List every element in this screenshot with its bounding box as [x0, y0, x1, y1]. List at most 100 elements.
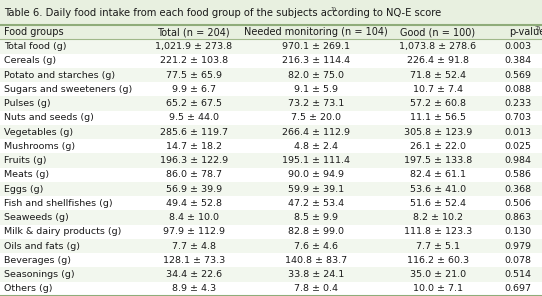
Text: 71.8 ± 52.4: 71.8 ± 52.4	[410, 70, 466, 80]
Bar	[0, 0, 542, 25]
Text: 8.5 ± 9.9: 8.5 ± 9.9	[294, 213, 338, 222]
Text: 53.6 ± 41.0: 53.6 ± 41.0	[410, 185, 466, 194]
Bar	[0, 239, 542, 253]
Text: 10.7 ± 7.4: 10.7 ± 7.4	[412, 85, 463, 94]
Text: 8.4 ± 10.0: 8.4 ± 10.0	[169, 213, 219, 222]
Bar	[0, 153, 542, 168]
Bar	[0, 96, 542, 111]
Text: 111.8 ± 123.3: 111.8 ± 123.3	[404, 227, 472, 236]
Bar	[0, 139, 542, 153]
Text: 196.3 ± 122.9: 196.3 ± 122.9	[160, 156, 228, 165]
Bar	[0, 125, 542, 139]
Text: 7.5 ± 20.0: 7.5 ± 20.0	[291, 113, 341, 122]
Text: 221.2 ± 103.8: 221.2 ± 103.8	[160, 56, 228, 65]
Text: 1,021.9 ± 273.8: 1,021.9 ± 273.8	[155, 42, 233, 51]
Text: Seaweeds (g): Seaweeds (g)	[4, 213, 68, 222]
Bar	[0, 82, 542, 96]
Text: Food groups: Food groups	[4, 27, 63, 37]
Text: 0.025: 0.025	[504, 142, 531, 151]
Text: 0.003: 0.003	[504, 42, 531, 51]
Text: 266.4 ± 112.9: 266.4 ± 112.9	[282, 128, 350, 136]
Text: Eggs (g): Eggs (g)	[4, 185, 43, 194]
Text: Cereals (g): Cereals (g)	[4, 56, 56, 65]
Text: 9.5 ± 44.0: 9.5 ± 44.0	[169, 113, 219, 122]
Text: 34.4 ± 22.6: 34.4 ± 22.6	[166, 270, 222, 279]
Text: 14.7 ± 18.2: 14.7 ± 18.2	[166, 142, 222, 151]
Text: 7.7 ± 5.1: 7.7 ± 5.1	[416, 242, 460, 251]
Bar	[0, 39, 542, 54]
Text: 0.984: 0.984	[504, 156, 531, 165]
Text: 1): 1)	[330, 7, 337, 12]
Text: Vegetables (g): Vegetables (g)	[4, 128, 73, 136]
Text: 7.6 ± 4.6: 7.6 ± 4.6	[294, 242, 338, 251]
Text: Total (n = 204): Total (n = 204)	[158, 27, 230, 37]
Text: 7.8 ± 0.4: 7.8 ± 0.4	[294, 284, 338, 293]
Text: 2): 2)	[535, 26, 541, 31]
Text: 0.233: 0.233	[504, 99, 531, 108]
Text: 0.979: 0.979	[504, 242, 531, 251]
Text: Nuts and seeds (g): Nuts and seeds (g)	[4, 113, 94, 122]
Bar	[0, 25, 542, 39]
Bar	[0, 196, 542, 210]
Text: Seasonings (g): Seasonings (g)	[4, 270, 74, 279]
Text: Fish and shellfishes (g): Fish and shellfishes (g)	[4, 199, 112, 208]
Text: 0.586: 0.586	[504, 170, 531, 179]
Bar	[0, 54, 542, 68]
Text: 9.1 ± 5.9: 9.1 ± 5.9	[294, 85, 338, 94]
Text: 226.4 ± 91.8: 226.4 ± 91.8	[406, 56, 469, 65]
Text: 26.1 ± 22.0: 26.1 ± 22.0	[410, 142, 466, 151]
Text: 8.2 ± 10.2: 8.2 ± 10.2	[412, 213, 463, 222]
Text: Total food (g): Total food (g)	[4, 42, 66, 51]
Text: Mushrooms (g): Mushrooms (g)	[4, 142, 75, 151]
Bar	[0, 210, 542, 225]
Text: 82.0 ± 75.0: 82.0 ± 75.0	[288, 70, 344, 80]
Text: Fruits (g): Fruits (g)	[4, 156, 46, 165]
Text: 35.0 ± 21.0: 35.0 ± 21.0	[410, 270, 466, 279]
Text: 97.9 ± 112.9: 97.9 ± 112.9	[163, 227, 225, 236]
Text: 0.088: 0.088	[504, 85, 531, 94]
Text: 0.703: 0.703	[504, 113, 531, 122]
Text: p-value: p-value	[509, 27, 542, 37]
Text: 216.3 ± 114.4: 216.3 ± 114.4	[282, 56, 350, 65]
Text: 8.9 ± 4.3: 8.9 ± 4.3	[172, 284, 216, 293]
Text: 0.130: 0.130	[504, 227, 531, 236]
Bar	[0, 111, 542, 125]
Text: 0.863: 0.863	[504, 213, 531, 222]
Text: 11.1 ± 56.5: 11.1 ± 56.5	[410, 113, 466, 122]
Bar	[0, 282, 542, 296]
Text: 49.4 ± 52.8: 49.4 ± 52.8	[166, 199, 222, 208]
Text: 59.9 ± 39.1: 59.9 ± 39.1	[288, 185, 344, 194]
Text: Oils and fats (g): Oils and fats (g)	[4, 242, 80, 251]
Text: 77.5 ± 65.9: 77.5 ± 65.9	[166, 70, 222, 80]
Bar	[0, 182, 542, 196]
Text: Beverages (g): Beverages (g)	[4, 256, 71, 265]
Text: 970.1 ± 269.1: 970.1 ± 269.1	[282, 42, 350, 51]
Text: Potato and starches (g): Potato and starches (g)	[4, 70, 115, 80]
Text: Pulses (g): Pulses (g)	[4, 99, 50, 108]
Text: 57.2 ± 60.8: 57.2 ± 60.8	[410, 99, 466, 108]
Text: 0.013: 0.013	[504, 128, 531, 136]
Text: Others (g): Others (g)	[4, 284, 52, 293]
Text: Table 6. Daily food intake from each food group of the subjects according to NQ-: Table 6. Daily food intake from each foo…	[4, 8, 442, 17]
Text: Milk & dairy products (g): Milk & dairy products (g)	[4, 227, 121, 236]
Text: 197.5 ± 133.8: 197.5 ± 133.8	[404, 156, 472, 165]
Text: 140.8 ± 83.7: 140.8 ± 83.7	[285, 256, 347, 265]
Text: 195.1 ± 111.4: 195.1 ± 111.4	[282, 156, 350, 165]
Text: 90.0 ± 94.9: 90.0 ± 94.9	[288, 170, 344, 179]
Text: 305.8 ± 123.9: 305.8 ± 123.9	[404, 128, 472, 136]
Text: 128.1 ± 73.3: 128.1 ± 73.3	[163, 256, 225, 265]
Text: 56.9 ± 39.9: 56.9 ± 39.9	[166, 185, 222, 194]
Text: 47.2 ± 53.4: 47.2 ± 53.4	[288, 199, 344, 208]
Text: 82.4 ± 61.1: 82.4 ± 61.1	[410, 170, 466, 179]
Text: 0.078: 0.078	[504, 256, 531, 265]
Text: 0.506: 0.506	[504, 199, 531, 208]
Text: 86.0 ± 78.7: 86.0 ± 78.7	[166, 170, 222, 179]
Text: 7.7 ± 4.8: 7.7 ± 4.8	[172, 242, 216, 251]
Text: 65.2 ± 67.5: 65.2 ± 67.5	[166, 99, 222, 108]
Text: 0.514: 0.514	[504, 270, 531, 279]
Bar	[0, 253, 542, 268]
Text: 82.8 ± 99.0: 82.8 ± 99.0	[288, 227, 344, 236]
Text: 10.0 ± 7.1: 10.0 ± 7.1	[412, 284, 463, 293]
Text: 116.2 ± 60.3: 116.2 ± 60.3	[406, 256, 469, 265]
Text: 285.6 ± 119.7: 285.6 ± 119.7	[160, 128, 228, 136]
